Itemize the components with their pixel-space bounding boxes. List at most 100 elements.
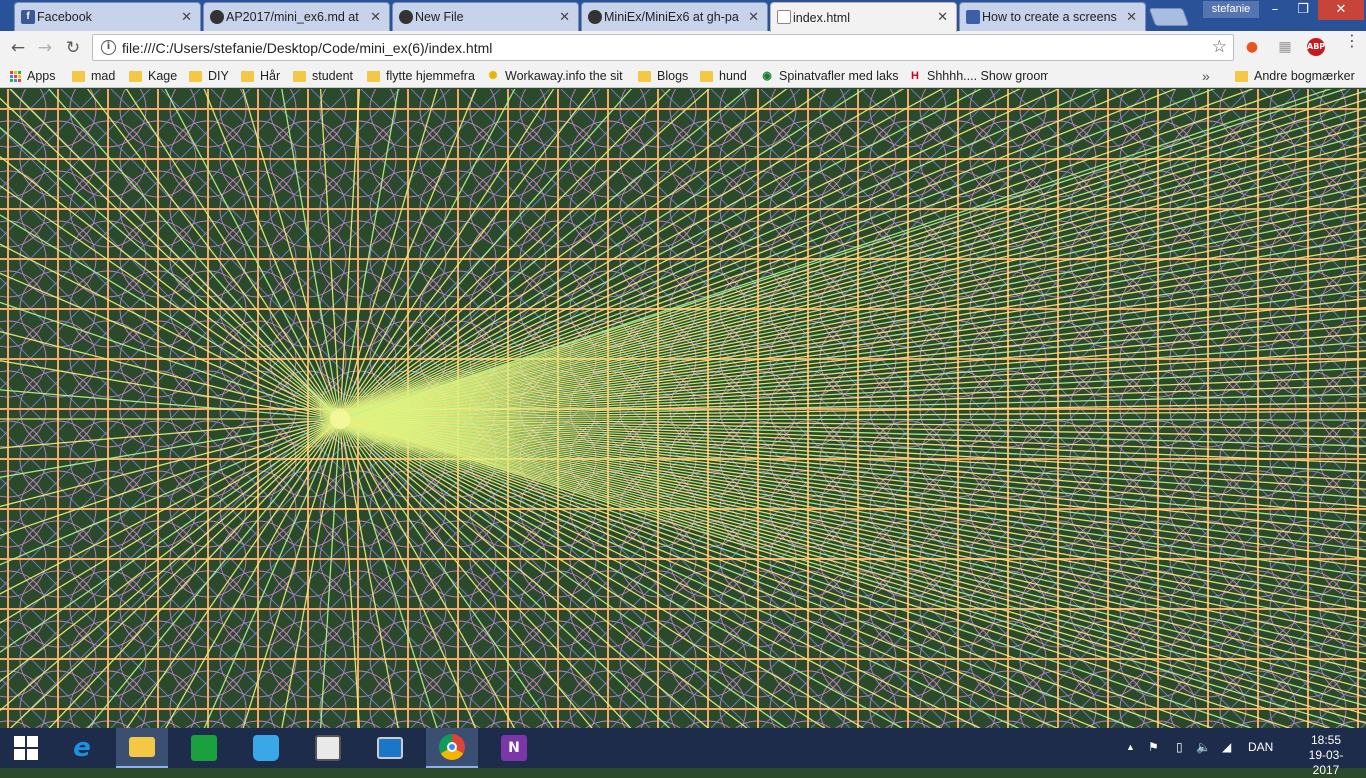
diagonal-line: [1110, 89, 1366, 345]
bookmark-blogs[interactable]: Blogs: [638, 67, 688, 85]
folder-icon: [638, 70, 651, 82]
adblock-plus-icon[interactable]: ABP: [1307, 38, 1325, 56]
ray-line: [339, 418, 1366, 482]
internet-explorer-icon: e: [73, 733, 91, 763]
tab-label: index.html: [793, 10, 850, 25]
ray-line: [0, 418, 341, 624]
taskbar-lenovo[interactable]: [364, 728, 416, 768]
maximize-button[interactable]: ❐: [1297, 2, 1309, 17]
taskbar-internet-explorer[interactable]: e: [56, 728, 108, 768]
bookmark-show-groom[interactable]: H Shhhh.... Show groom: [908, 67, 1048, 85]
tab-new-file[interactable]: New File ✕: [392, 2, 579, 31]
hn-site-icon: H: [911, 70, 919, 82]
bookmark-hund[interactable]: hund: [700, 67, 747, 85]
ray-line: [339, 418, 1366, 707]
ray-line: [339, 332, 1366, 420]
bookmark-star-icon[interactable]: ☆: [1211, 37, 1227, 57]
tab-miniex6[interactable]: MiniEx/MiniEx6 at gh-pa ✕: [581, 2, 768, 31]
taskbar-reader[interactable]: [302, 728, 354, 768]
taskbar-onenote[interactable]: N: [488, 728, 540, 768]
ray-line: [339, 298, 1366, 420]
back-button[interactable]: ←: [10, 38, 26, 58]
ray-line: [0, 418, 341, 449]
close-icon[interactable]: ✕: [181, 9, 192, 24]
forward-button[interactable]: →: [37, 38, 53, 58]
bookmark-workaway[interactable]: ✺ Workaway.info the sit: [486, 67, 636, 85]
start-button[interactable]: [0, 728, 52, 768]
ray-line: [339, 418, 1331, 728]
close-icon[interactable]: ✕: [370, 9, 381, 24]
close-icon[interactable]: ✕: [748, 9, 759, 24]
tray-overflow-icon[interactable]: ▲: [1126, 742, 1135, 752]
close-icon[interactable]: ✕: [559, 9, 570, 24]
ray-line: [339, 418, 1366, 655]
bookmark-label: student: [312, 69, 354, 83]
ray-line: [339, 418, 477, 728]
document-icon: [777, 10, 791, 24]
bookmark-label: Andre bogmærker: [1254, 69, 1355, 83]
network-icon[interactable]: ◢: [1222, 740, 1232, 754]
ray-line: [339, 168, 1366, 420]
ray-line: [339, 133, 1366, 420]
tab-facebook[interactable]: f Facebook ✕: [14, 2, 201, 31]
bookmark-diy[interactable]: DIY: [189, 67, 229, 85]
info-icon[interactable]: i: [101, 40, 116, 55]
language-indicator[interactable]: DAN: [1248, 740, 1274, 754]
address-bar[interactable]: i file:///C:/Users/stefanie/Desktop/Code…: [92, 34, 1234, 61]
ray-line: [339, 89, 1060, 420]
ray-line: [339, 376, 1366, 420]
bookmark-flytte-hjemmefra[interactable]: flytte hjemmefra: [367, 67, 475, 85]
taskbar-file-explorer[interactable]: [116, 728, 168, 768]
bookmark-apps[interactable]: Apps: [10, 67, 56, 85]
profile-button[interactable]: stefanie: [1203, 1, 1259, 18]
ray-line: [339, 90, 1366, 420]
ray-line: [339, 418, 1366, 594]
menu-icon[interactable]: ⋮: [1344, 31, 1360, 50]
ray-line: [339, 418, 1214, 728]
fire-extension-icon[interactable]: ●: [1245, 39, 1259, 55]
ray-line: [339, 98, 1366, 420]
ray-line: [339, 418, 865, 728]
taskbar-shopping[interactable]: [240, 728, 292, 768]
bookmarks-overflow-button[interactable]: »: [1202, 68, 1210, 84]
ray-line: [339, 418, 632, 728]
ray-line: [339, 418, 1366, 456]
close-icon[interactable]: ✕: [1126, 9, 1137, 24]
tab-ap2017[interactable]: AP2017/mini_ex6.md at ✕: [203, 2, 390, 31]
window-close-button[interactable]: ✕: [1318, 0, 1364, 20]
ray-line: [339, 418, 1366, 421]
bookmark-other[interactable]: Andre bogmærker: [1235, 67, 1355, 85]
bookmark-kage[interactable]: Kage: [129, 67, 177, 85]
url-text[interactable]: file:///C:/Users/stefanie/Desktop/Code/m…: [122, 40, 493, 56]
diagonal-line: [0, 89, 301, 390]
clock[interactable]: 18:55 19-03-2017: [1296, 733, 1356, 778]
windows-start-icon: [14, 736, 38, 760]
battery-icon[interactable]: ▯: [1176, 740, 1183, 754]
taskbar-chrome[interactable]: [426, 728, 478, 768]
action-center-flag-icon[interactable]: ⚑: [1148, 740, 1159, 754]
bookmark-spinatvafler[interactable]: ◉ Spinatvafler med laks: [760, 67, 900, 85]
taskbar-store[interactable]: [178, 728, 230, 768]
bookmark-student[interactable]: student: [293, 67, 353, 85]
minimize-button[interactable]: –: [1271, 2, 1279, 17]
tab-how-to-screenshot[interactable]: How to create a screens ✕: [959, 2, 1146, 31]
github-icon: [210, 10, 224, 24]
reload-button[interactable]: ↻: [65, 38, 81, 58]
extension-icon[interactable]: ▦: [1278, 39, 1292, 55]
close-icon[interactable]: ✕: [937, 9, 948, 24]
page-viewport[interactable]: [0, 89, 1366, 728]
ray-line: [339, 418, 1366, 499]
bookmark-mad[interactable]: mad: [72, 67, 115, 85]
diagonal-line: [0, 477, 251, 728]
ray-line: [0, 418, 341, 595]
tab-index-html[interactable]: index.html ✕: [770, 2, 957, 32]
bookmark-haar[interactable]: Hår: [241, 67, 280, 85]
ray-line: [339, 418, 826, 728]
ray-line: [242, 418, 341, 728]
ray-line: [339, 418, 1366, 516]
volume-icon[interactable]: 🔈: [1196, 740, 1211, 754]
new-tab-button[interactable]: [1148, 8, 1190, 26]
diagonal-line: [0, 89, 151, 240]
ray-line: [125, 89, 341, 420]
ray-line: [339, 418, 1366, 629]
